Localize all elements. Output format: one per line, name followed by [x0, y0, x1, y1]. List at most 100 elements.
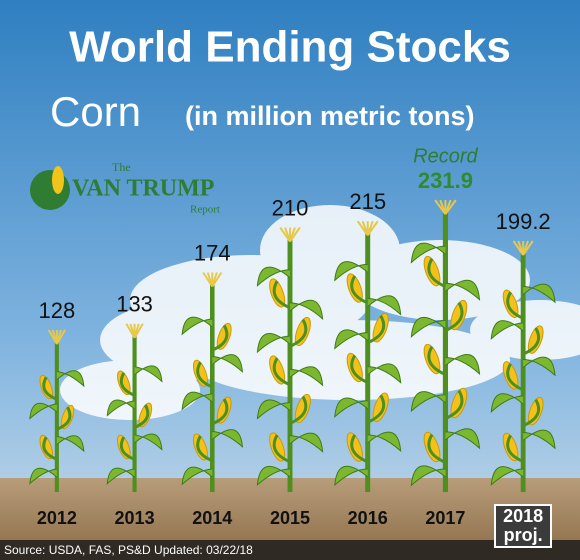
corn-plant — [256, 226, 324, 492]
chart-title: World Ending Stocks — [69, 23, 511, 72]
leaf — [56, 435, 85, 453]
husk — [522, 327, 541, 356]
x-tick-label: 2013 — [114, 508, 155, 528]
husk — [427, 433, 447, 464]
leaf — [289, 432, 324, 453]
value-label: 210 — [272, 195, 309, 220]
leaf — [490, 466, 524, 486]
leaf — [289, 299, 324, 321]
corn-plant — [181, 271, 244, 492]
ear — [423, 343, 441, 375]
leaf — [134, 433, 163, 451]
husk — [42, 376, 58, 401]
husk — [350, 275, 369, 305]
ear — [450, 299, 468, 331]
husk — [196, 435, 213, 463]
leaf — [490, 393, 524, 413]
leaf — [445, 279, 481, 301]
husk — [42, 436, 58, 461]
leaf — [56, 370, 85, 388]
ear — [423, 431, 441, 463]
leaf — [256, 399, 291, 420]
leaf — [334, 261, 369, 282]
tassel — [55, 329, 66, 345]
x-tick-label: 2016 — [347, 508, 388, 528]
leaf — [256, 333, 291, 354]
husk — [289, 318, 308, 348]
leaf — [134, 365, 163, 383]
leaf — [256, 466, 291, 487]
husk — [506, 434, 524, 463]
leaf — [367, 363, 402, 384]
leaf — [522, 283, 556, 304]
husk — [272, 434, 291, 464]
corn-plant — [29, 329, 85, 492]
tassel — [522, 240, 534, 256]
husk — [506, 363, 524, 392]
leaf — [106, 467, 135, 485]
leaf — [256, 266, 291, 287]
logo-name: VAN TRUMP — [72, 176, 214, 202]
value-label: 128 — [38, 298, 75, 323]
leaf — [410, 391, 446, 413]
husk — [272, 357, 291, 387]
leaf — [106, 399, 135, 417]
value-label: 174 — [194, 240, 231, 265]
husk — [367, 315, 386, 345]
logo-top: The — [112, 160, 131, 174]
husk — [427, 345, 447, 376]
leaf — [367, 431, 402, 453]
ear — [423, 255, 441, 287]
husk — [506, 291, 524, 320]
leaf — [211, 354, 244, 374]
source: Source: USDA, FAS, PS&D Updated: 03/22/1… — [0, 540, 580, 560]
annotation: Record — [413, 145, 478, 167]
husk — [427, 257, 447, 288]
x-tick-label: 2012 — [36, 508, 77, 528]
leaf — [522, 356, 556, 377]
unit-label: (in million metric tons) — [185, 101, 475, 131]
leaf — [334, 397, 369, 418]
husk — [444, 389, 464, 420]
value-label: 231.9 — [418, 168, 473, 193]
logo-icon — [30, 170, 70, 210]
x-tick-label: 2014 — [192, 508, 233, 528]
leaf — [445, 354, 481, 376]
husk — [211, 324, 229, 352]
leaf — [181, 391, 213, 411]
husk — [133, 404, 150, 429]
husk — [119, 436, 136, 461]
leaf — [29, 467, 58, 485]
husk — [350, 434, 369, 464]
value-label: 199.2 — [496, 209, 551, 234]
husk — [350, 354, 369, 384]
husk — [211, 398, 229, 426]
leaf — [410, 465, 446, 487]
tassel — [133, 323, 144, 339]
value-label: 133 — [116, 292, 153, 317]
husk — [289, 395, 308, 425]
x-tick-label: 2018 proj. — [494, 504, 553, 548]
leaf — [367, 295, 402, 316]
logo: The VAN TRUMP Report — [30, 160, 220, 216]
husk — [444, 301, 464, 332]
husk — [522, 398, 541, 428]
leaf — [490, 320, 524, 340]
tassel — [289, 226, 301, 243]
husk — [119, 372, 136, 397]
husk — [272, 280, 291, 310]
value-label: 215 — [349, 189, 386, 214]
husk — [56, 406, 72, 431]
tassel — [211, 271, 223, 288]
corn-plant — [334, 220, 402, 492]
ear — [450, 387, 468, 419]
leaf — [334, 465, 369, 487]
husk — [196, 361, 213, 389]
leaf — [334, 329, 369, 350]
leaf — [522, 429, 556, 450]
x-tick-label: 2017 — [425, 508, 466, 528]
leaf — [410, 242, 446, 264]
tassel — [366, 220, 379, 236]
